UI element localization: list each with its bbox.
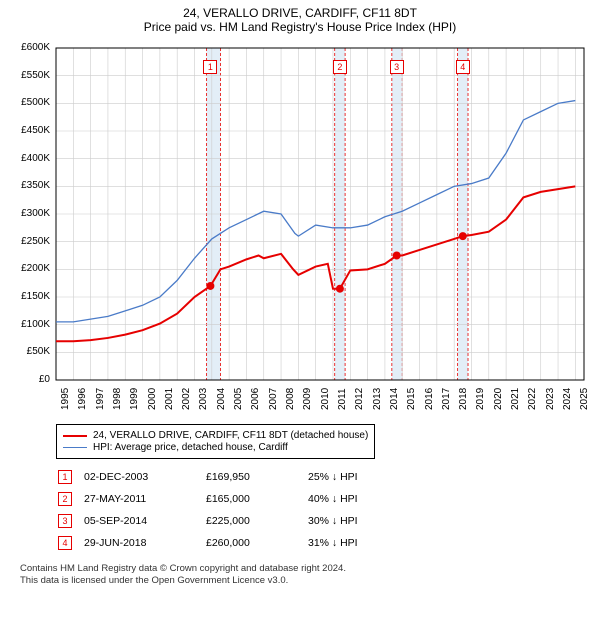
x-tick-label: 2005 (233, 388, 244, 410)
x-tick-label: 2001 (164, 388, 175, 410)
x-tick-label: 1999 (129, 388, 140, 410)
x-tick-label: 2009 (302, 388, 313, 410)
x-tick-label: 1997 (95, 388, 106, 410)
x-tick-label: 2008 (285, 388, 296, 410)
y-tick-label: £300K (10, 208, 50, 219)
y-tick-label: £200K (10, 263, 50, 274)
table-row: 1 02-DEC-2003£169,95025% ↓ HPI (58, 467, 368, 487)
event-index-box: 1 (58, 470, 72, 484)
x-tick-label: 2010 (320, 388, 331, 410)
x-tick-label: 2019 (475, 388, 486, 410)
event-marker-4: 4 (456, 60, 470, 74)
event-price: £260,000 (206, 533, 306, 553)
x-tick-label: 2022 (527, 388, 538, 410)
y-tick-label: £350K (10, 180, 50, 191)
footer-line2: This data is licensed under the Open Gov… (20, 575, 590, 587)
event-price: £169,950 (206, 467, 306, 487)
event-price: £165,000 (206, 489, 306, 509)
event-index-box: 2 (58, 492, 72, 506)
y-tick-label: £150K (10, 291, 50, 302)
event-date: 29-JUN-2018 (84, 533, 204, 553)
event-diff: 25% ↓ HPI (308, 467, 368, 487)
event-marker-1: 1 (203, 60, 217, 74)
y-tick-label: £100K (10, 319, 50, 330)
event-index-box: 4 (58, 536, 72, 550)
x-tick-label: 2024 (562, 388, 573, 410)
x-tick-label: 2020 (493, 388, 504, 410)
event-date: 02-DEC-2003 (84, 467, 204, 487)
legend-item: HPI: Average price, detached house, Card… (63, 442, 368, 453)
x-tick-label: 2004 (216, 388, 227, 410)
footer-line1: Contains HM Land Registry data © Crown c… (20, 563, 590, 575)
event-marker-3: 3 (390, 60, 404, 74)
y-tick-label: £450K (10, 125, 50, 136)
x-tick-label: 2013 (372, 388, 383, 410)
y-tick-label: £600K (10, 42, 50, 53)
event-diff: 40% ↓ HPI (308, 489, 368, 509)
y-tick-label: £0 (10, 374, 50, 385)
legend-swatch (63, 435, 87, 437)
table-row: 4 29-JUN-2018£260,00031% ↓ HPI (58, 533, 368, 553)
event-date: 27-MAY-2011 (84, 489, 204, 509)
legend: 24, VERALLO DRIVE, CARDIFF, CF11 8DT (de… (56, 424, 375, 459)
x-tick-label: 2006 (250, 388, 261, 410)
x-tick-label: 2003 (198, 388, 209, 410)
legend-item: 24, VERALLO DRIVE, CARDIFF, CF11 8DT (de… (63, 430, 368, 441)
event-marker-2: 2 (333, 60, 347, 74)
x-tick-label: 2023 (545, 388, 556, 410)
events-table: 1 02-DEC-2003£169,95025% ↓ HPI 2 27-MAY-201… (56, 465, 370, 555)
x-tick-label: 2021 (510, 388, 521, 410)
y-tick-label: £500K (10, 97, 50, 108)
table-row: 3 05-SEP-2014£225,00030% ↓ HPI (58, 511, 368, 531)
legend-label: HPI: Average price, detached house, Card… (93, 442, 288, 453)
attribution-footer: Contains HM Land Registry data © Crown c… (20, 563, 590, 588)
page-title-line2: Price paid vs. HM Land Registry's House … (10, 20, 590, 34)
x-tick-label: 1998 (112, 388, 123, 410)
x-tick-label: 2018 (458, 388, 469, 410)
x-tick-label: 2014 (389, 388, 400, 410)
x-tick-label: 2002 (181, 388, 192, 410)
legend-label: 24, VERALLO DRIVE, CARDIFF, CF11 8DT (de… (93, 430, 368, 441)
legend-swatch (63, 447, 87, 448)
event-index-box: 3 (58, 514, 72, 528)
y-tick-label: £250K (10, 236, 50, 247)
y-tick-label: £550K (10, 70, 50, 81)
x-tick-label: 2017 (441, 388, 452, 410)
x-tick-label: 2000 (147, 388, 158, 410)
event-price: £225,000 (206, 511, 306, 531)
x-tick-label: 2011 (337, 388, 348, 410)
x-tick-label: 2012 (354, 388, 365, 410)
chart-svg (10, 40, 590, 420)
event-diff: 30% ↓ HPI (308, 511, 368, 531)
x-tick-label: 2016 (424, 388, 435, 410)
y-tick-label: £400K (10, 153, 50, 164)
x-tick-label: 2025 (579, 388, 590, 410)
x-tick-label: 2007 (268, 388, 279, 410)
x-tick-label: 1996 (77, 388, 88, 410)
y-tick-label: £50K (10, 346, 50, 357)
event-diff: 31% ↓ HPI (308, 533, 368, 553)
table-row: 2 27-MAY-2011£165,00040% ↓ HPI (58, 489, 368, 509)
page-title-line1: 24, VERALLO DRIVE, CARDIFF, CF11 8DT (10, 6, 590, 20)
price-chart: £0 £50K £100K £150K £200K £250K £300K £350K £400… (10, 40, 590, 420)
x-tick-label: 2015 (406, 388, 417, 410)
x-tick-label: 1995 (60, 388, 71, 410)
event-date: 05-SEP-2014 (84, 511, 204, 531)
